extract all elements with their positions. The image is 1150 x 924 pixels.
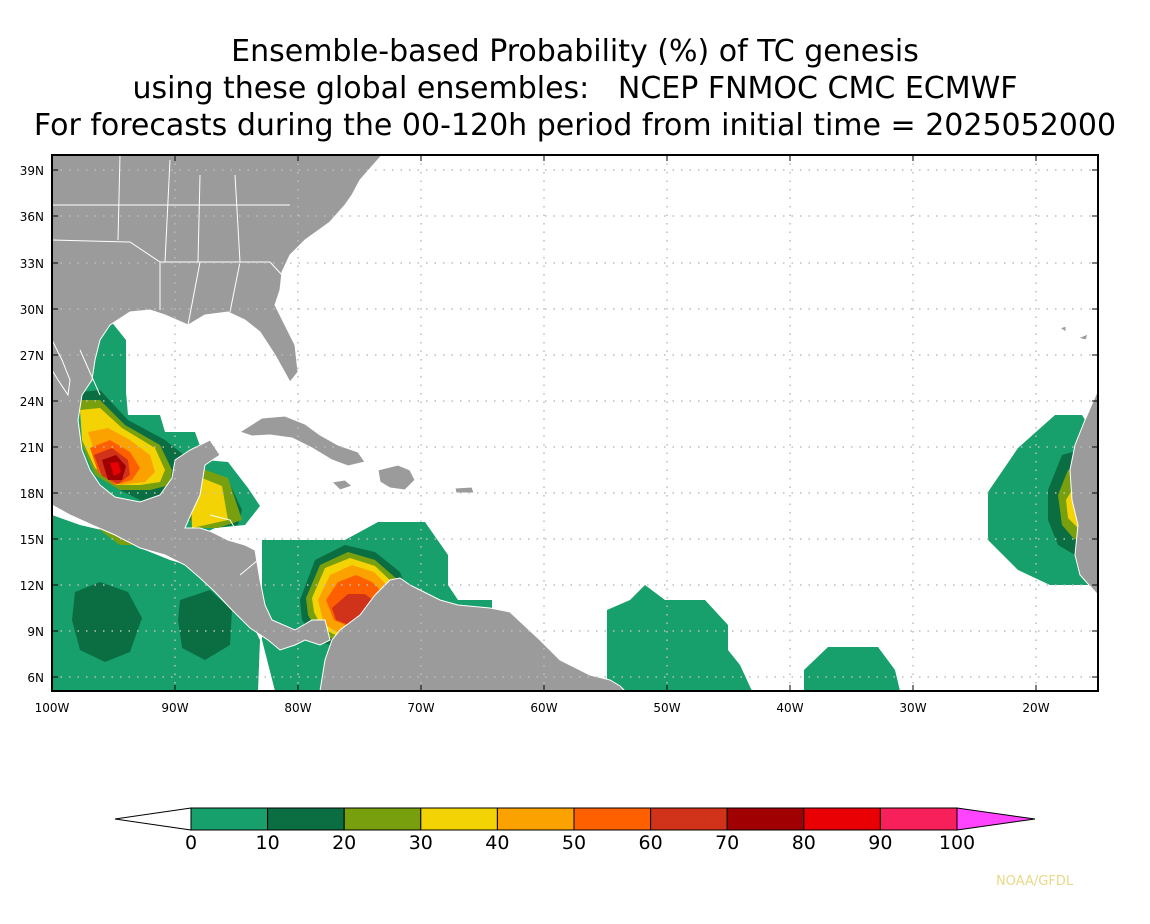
colorbar-segment <box>573 807 652 831</box>
lon-tick-label: 20W <box>1022 701 1049 715</box>
colorbar-label: 50 <box>562 832 586 854</box>
lat-tick-label: 27N <box>20 349 44 363</box>
lat-tick-label: 6N <box>27 671 44 685</box>
lat-tick-label: 18N <box>20 487 44 501</box>
lon-tick-label: 100W <box>35 701 70 715</box>
political-borders <box>52 155 290 576</box>
lon-tick-label: 80W <box>284 701 311 715</box>
colorbar-label: 100 <box>939 832 975 854</box>
colorbar-label: 40 <box>485 832 509 854</box>
lon-tick-label: 40W <box>776 701 803 715</box>
land-masses <box>52 155 1098 691</box>
lon-tick-label: 70W <box>407 701 434 715</box>
lat-tick-label: 33N <box>20 257 44 271</box>
colorbar-under-arrow <box>114 807 192 831</box>
title-line-1: Ensemble-based Probability (%) of TC gen… <box>231 34 919 69</box>
colorbar-label: 70 <box>715 832 739 854</box>
lat-tick-label: 39N <box>20 164 44 178</box>
map-frame <box>51 154 1099 692</box>
lat-tick-label: 9N <box>27 625 44 639</box>
colorbar-label: 30 <box>409 832 433 854</box>
colorbar-segment <box>343 807 422 831</box>
colorbar-segment <box>267 807 345 831</box>
prob-region-atl-2 <box>804 647 900 691</box>
colorbar-label: 60 <box>639 832 663 854</box>
colorbar-label: 10 <box>256 832 280 854</box>
colorbar-label: 80 <box>792 832 816 854</box>
colorbar-label: 0 <box>185 832 197 854</box>
colorbar-segment <box>420 807 498 831</box>
latitude-axis: 39N 36N 33N 30N 27N 24N 21N 18N 15N 12N … <box>20 164 1098 685</box>
lat-tick-label: 15N <box>20 533 44 547</box>
prob-region-gulf-80 <box>110 462 121 476</box>
colorbar-segment <box>650 807 728 831</box>
lon-tick-label: 50W <box>653 701 680 715</box>
lat-tick-label: 36N <box>20 210 44 224</box>
land-baja <box>52 339 71 397</box>
colorbar-segment <box>496 807 575 831</box>
lat-tick-label: 21N <box>20 441 44 455</box>
lat-tick-label: 24N <box>20 395 44 409</box>
lat-tick-label: 30N <box>20 303 44 317</box>
land-jamaica <box>330 479 353 491</box>
land-south-america <box>319 577 626 691</box>
map-area <box>52 155 1098 691</box>
land-cuba <box>238 415 366 467</box>
lat-tick-label: 12N <box>20 579 44 593</box>
colorbar-segment <box>726 807 805 831</box>
prob-region-atl-1 <box>607 585 752 691</box>
land-canaries <box>1058 325 1089 341</box>
colorbar-segment <box>190 807 269 831</box>
title-line-2: using these global ensembles: NCEP FNMOC… <box>132 71 1018 106</box>
lon-tick-label: 90W <box>161 701 188 715</box>
land-hispaniola <box>377 464 416 491</box>
lon-tick-label: 30W <box>899 701 926 715</box>
colorbar-segment <box>879 807 958 831</box>
colorbar-label: 20 <box>332 832 356 854</box>
prob-region-epac-10a <box>72 582 142 662</box>
title-line-3: For forecasts during the 00-120h period … <box>33 108 1117 143</box>
colorbar-label: 90 <box>868 832 892 854</box>
prob-region-epac-10b <box>178 590 232 660</box>
land-north-america <box>52 155 383 651</box>
longitude-axis: 100W 90W 80W 70W 60W 50W 40W 30W 20W <box>35 155 1050 715</box>
lon-tick-label: 60W <box>530 701 557 715</box>
colorbar-segment <box>803 807 881 831</box>
credit-text: NOAA/GFDL <box>996 874 1074 889</box>
colorbar: 0 10 20 30 40 50 60 70 80 90 100 <box>114 807 1036 854</box>
land-puerto-rico <box>454 486 475 494</box>
colorbar-over-arrow <box>956 807 1036 831</box>
